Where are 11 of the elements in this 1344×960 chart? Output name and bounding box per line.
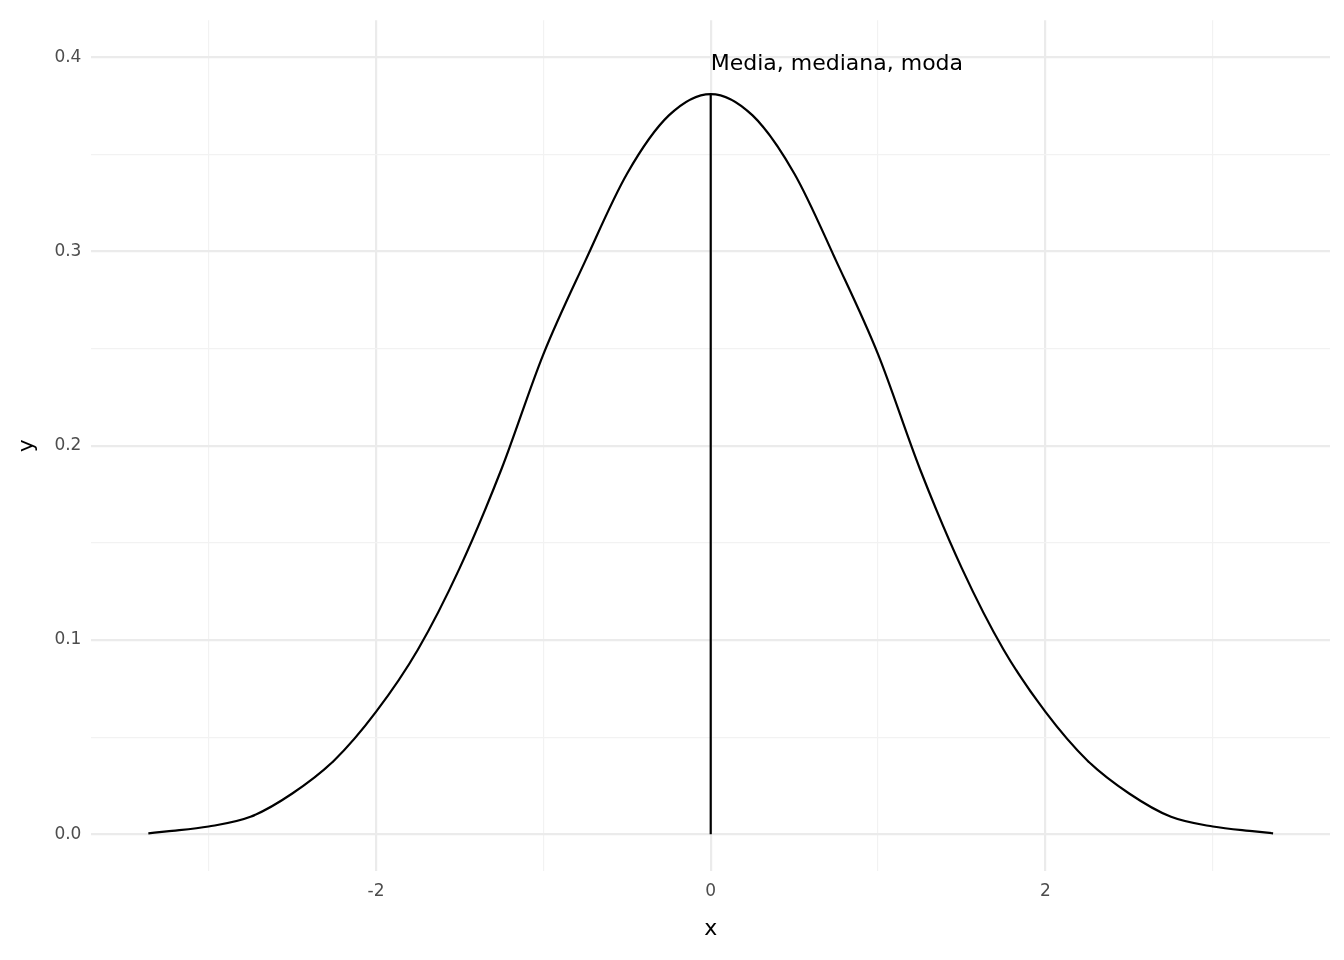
annotation: Media, mediana, moda <box>710 49 964 75</box>
x-axis-title: x <box>704 914 718 940</box>
x-tick-label: 0 <box>705 879 717 900</box>
x-tick-label: -2 <box>367 879 385 900</box>
y-tick-label: 0.1 <box>54 628 82 649</box>
y-tick-label: 0.2 <box>54 434 82 455</box>
y-tick-label: 0.4 <box>54 45 82 66</box>
y-axis-title: y <box>12 439 38 453</box>
y-tick-label: 0.0 <box>54 822 82 843</box>
x-tick-label: 2 <box>1040 879 1051 900</box>
y-tick-label: 0.3 <box>54 239 82 260</box>
